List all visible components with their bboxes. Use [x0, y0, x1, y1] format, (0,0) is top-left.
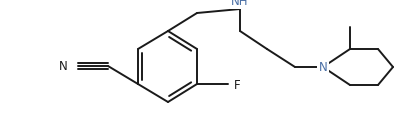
Text: NH: NH	[231, 0, 248, 8]
Text: N: N	[318, 61, 326, 74]
Text: N: N	[59, 60, 68, 73]
Text: F: F	[234, 79, 240, 92]
